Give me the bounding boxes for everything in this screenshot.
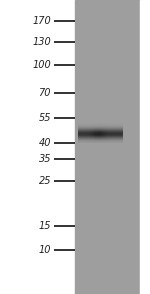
- Text: 35: 35: [39, 154, 51, 164]
- Text: 70: 70: [39, 88, 51, 98]
- Text: 15: 15: [39, 221, 51, 231]
- Text: 130: 130: [32, 37, 51, 47]
- Text: 40: 40: [39, 138, 51, 148]
- Bar: [0, 0, 75, 294]
- Bar: [140, 0, 150, 294]
- Text: 55: 55: [39, 113, 51, 123]
- Text: 100: 100: [32, 60, 51, 70]
- Bar: [75, 0, 140, 294]
- Text: 25: 25: [39, 176, 51, 186]
- Text: 170: 170: [32, 16, 51, 26]
- Text: 10: 10: [39, 245, 51, 255]
